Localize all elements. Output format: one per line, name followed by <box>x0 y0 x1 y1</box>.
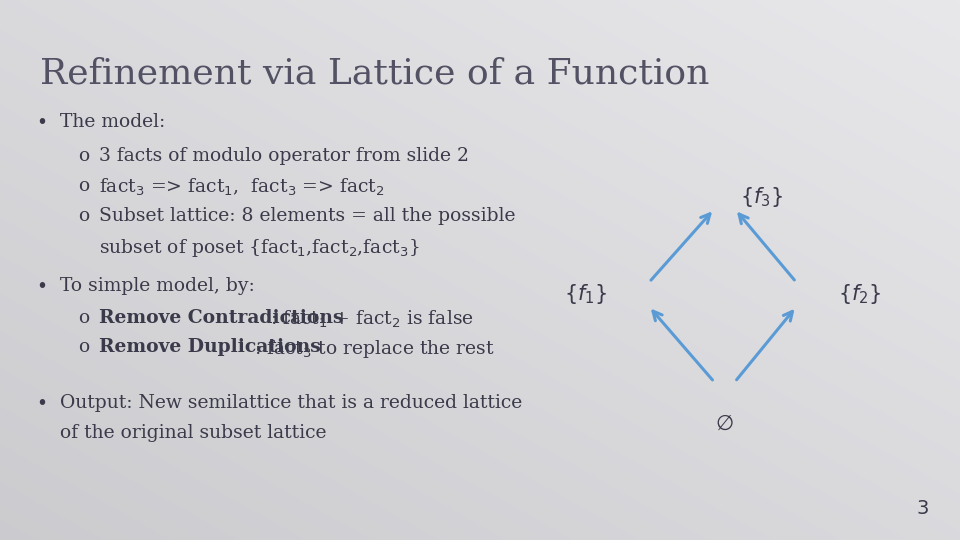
Text: subset of poset {fact$_1$,fact$_2$,fact$_3$}: subset of poset {fact$_1$,fact$_2$,fact$… <box>99 237 420 259</box>
Text: $\{f_2\}$: $\{f_2\}$ <box>837 282 881 306</box>
Text: : fact$_1$ + fact$_2$ is false: : fact$_1$ + fact$_2$ is false <box>270 309 473 330</box>
Text: Subset lattice: 8 elements = all the possible: Subset lattice: 8 elements = all the pos… <box>99 207 516 225</box>
Text: fact$_3$ => fact$_1$,  fact$_3$ => fact$_2$: fact$_3$ => fact$_1$, fact$_3$ => fact$_… <box>99 177 385 198</box>
Text: o: o <box>78 177 89 195</box>
Text: •: • <box>36 394 48 413</box>
Text: Refinement via Lattice of a Function: Refinement via Lattice of a Function <box>40 57 709 91</box>
Text: 3: 3 <box>917 500 929 518</box>
Text: 3 facts of modulo operator from slide 2: 3 facts of modulo operator from slide 2 <box>99 147 468 165</box>
Text: $\{f_3\}$: $\{f_3\}$ <box>739 185 783 209</box>
Text: •: • <box>36 113 48 132</box>
Text: The model:: The model: <box>60 113 165 131</box>
Text: To simple model, by:: To simple model, by: <box>60 277 254 295</box>
Text: Output: New semilattice that is a reduced lattice: Output: New semilattice that is a reduce… <box>60 394 522 412</box>
Text: o: o <box>78 207 89 225</box>
Text: Remove Duplications: Remove Duplications <box>99 338 321 356</box>
Text: o: o <box>78 309 89 327</box>
Text: of the original subset lattice: of the original subset lattice <box>60 424 326 442</box>
Text: •: • <box>36 277 48 296</box>
Text: : fact$_3$ to replace the rest: : fact$_3$ to replace the rest <box>254 338 495 360</box>
Text: $\{f_1\}$: $\{f_1\}$ <box>564 282 608 306</box>
Text: $\varnothing$: $\varnothing$ <box>715 414 734 434</box>
Text: o: o <box>78 147 89 165</box>
Text: Remove Contradictions: Remove Contradictions <box>99 309 344 327</box>
Text: o: o <box>78 338 89 356</box>
